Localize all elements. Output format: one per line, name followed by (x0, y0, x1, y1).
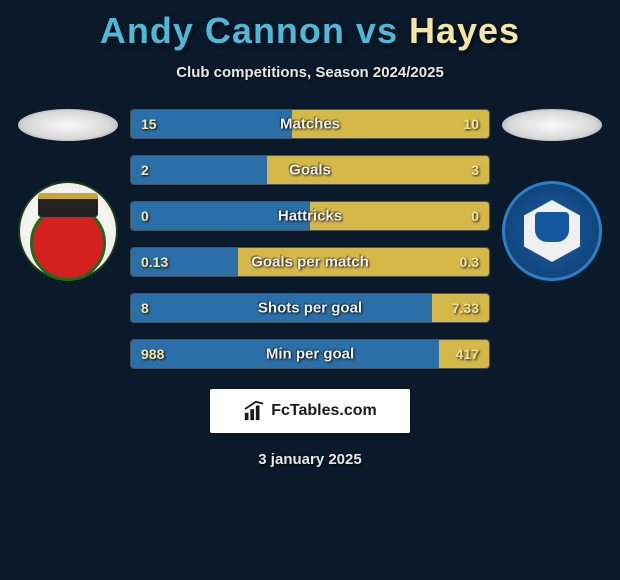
player2-club-badge (502, 181, 602, 281)
snapshot-date: 3 january 2025 (0, 451, 620, 468)
comparison-title: Andy Cannon vs Hayes (0, 0, 620, 52)
stat-label: Min per goal (266, 346, 354, 363)
stat-row: 0.13 0.3 Goals per match (130, 247, 490, 277)
player1-club-badge (18, 181, 118, 281)
stat-value-right: 3 (471, 162, 479, 178)
stat-label: Shots per goal (258, 300, 362, 317)
stat-label: Matches (280, 116, 340, 133)
stat-value-left: 0 (141, 208, 149, 224)
stat-value-left: 8 (141, 300, 149, 316)
stat-value-left: 0.13 (141, 254, 168, 270)
stat-row: 0 0 Hattricks (130, 201, 490, 231)
stat-value-right: 7.33 (452, 300, 479, 316)
stat-row: 15 10 Matches (130, 109, 490, 139)
stat-row: 8 7.33 Shots per goal (130, 293, 490, 323)
competition-subtitle: Club competitions, Season 2024/2025 (0, 64, 620, 81)
vs-text: vs (356, 10, 398, 51)
stat-value-right: 0 (471, 208, 479, 224)
chart-icon (243, 400, 265, 422)
stat-value-left: 988 (141, 346, 164, 362)
stat-row: 2 3 Goals (130, 155, 490, 185)
branding-badge: FcTables.com (210, 389, 410, 433)
stat-value-right: 0.3 (460, 254, 479, 270)
stat-label: Goals (289, 162, 331, 179)
player2-avatar (502, 109, 602, 141)
left-side (18, 109, 118, 281)
stat-value-right: 417 (456, 346, 479, 362)
player2-name: Hayes (409, 10, 520, 51)
stat-value-right: 10 (463, 116, 479, 132)
player1-name: Andy Cannon (100, 10, 345, 51)
stat-row: 988 417 Min per goal (130, 339, 490, 369)
comparison-grid: 15 10 Matches 2 3 Goals 0 0 Hattricks 0.13 0.3 Goal… (0, 109, 620, 369)
stat-value-left: 2 (141, 162, 149, 178)
stat-label: Goals per match (251, 254, 369, 271)
player1-avatar (18, 109, 118, 141)
stat-bars: 15 10 Matches 2 3 Goals 0 0 Hattricks 0.13 0.3 Goal… (130, 109, 490, 369)
stat-value-left: 15 (141, 116, 157, 132)
stat-bar-left (131, 156, 267, 184)
stat-label: Hattricks (278, 208, 342, 225)
right-side (502, 109, 602, 281)
branding-text: FcTables.com (271, 402, 377, 420)
